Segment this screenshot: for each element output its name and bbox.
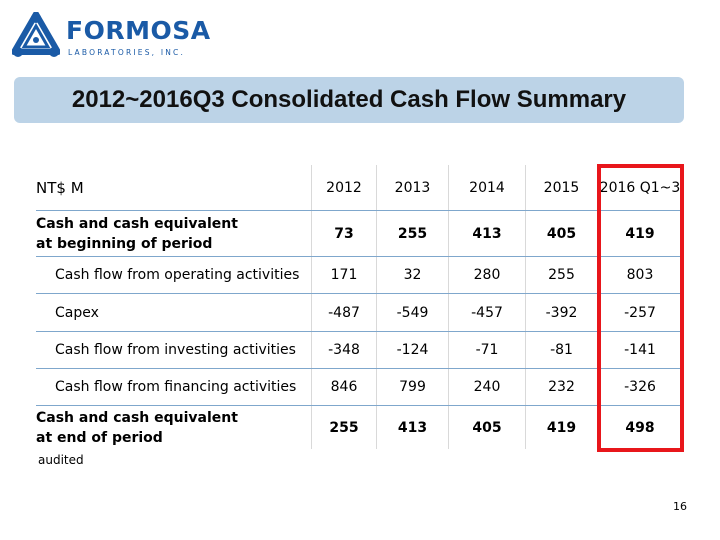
table-cell: -81 [525,332,597,368]
table-cell: 32 [376,257,448,293]
table-cell: 171 [311,257,376,293]
table-row: Capex -487 -549 -457 -392 -257 [36,294,682,332]
row-label: Cash flow from operating activities [36,257,311,293]
logo-subtitle: LABORATORIES, INC. [68,48,186,57]
row-label: Cash flow from financing activities [36,369,311,405]
header-year: 2012 [311,165,376,210]
title-banner: 2012~2016Q3 Consolidated Cash Flow Summa… [14,77,684,123]
table-cell: 803 [597,257,682,293]
header-year: 2014 [448,165,525,210]
header-year: 2016 Q1~3 [597,165,682,210]
table-cell: 405 [448,406,525,449]
header-unit-label: NT$ M [36,165,311,210]
table-cell: 73 [311,211,376,256]
row-label-line: at end of period [36,429,163,446]
audited-note: audited [38,453,84,467]
header-year: 2015 [525,165,597,210]
table-row: Cash flow from financing activities 846 … [36,369,682,406]
table-cell: 419 [525,406,597,449]
row-label: Cash flow from investing activities [36,332,311,368]
row-label: Cash and cash equivalent at end of perio… [36,406,311,449]
table-header-row: NT$ M 2012 2013 2014 2015 2016 Q1~3 [36,165,682,211]
company-logo: FORMOSA LABORATORIES, INC. [12,12,210,60]
table-cell: 799 [376,369,448,405]
table-cell: -549 [376,294,448,331]
table-cell: 255 [376,211,448,256]
table-cell: -348 [311,332,376,368]
row-label: Capex [36,294,311,331]
row-label-line: Cash and cash equivalent [36,409,238,426]
table-cell: -71 [448,332,525,368]
table-cell: 413 [448,211,525,256]
page-number: 16 [673,500,687,513]
table-row: Cash and cash equivalent at beginning of… [36,211,682,257]
table-cell: 280 [448,257,525,293]
table-cell: -487 [311,294,376,331]
row-label: Cash and cash equivalent at beginning of… [36,211,311,256]
table-cell: 846 [311,369,376,405]
header-year: 2013 [376,165,448,210]
formosa-triangle-logo-icon [12,12,60,57]
table-cell: -141 [597,332,682,368]
table-cell: 419 [597,211,682,256]
table-row: Cash flow from operating activities 171 … [36,257,682,294]
table-cell: 255 [525,257,597,293]
table-cell: -392 [525,294,597,331]
table-row: Cash and cash equivalent at end of perio… [36,406,682,449]
table-cell: 255 [311,406,376,449]
table-cell: -457 [448,294,525,331]
page-title: 2012~2016Q3 Consolidated Cash Flow Summa… [71,86,627,113]
table-row: Cash flow from investing activities -348… [36,332,682,369]
table-cell: 498 [597,406,682,449]
logo-wordmark: FORMOSA [66,16,211,45]
table-cell: 232 [525,369,597,405]
row-label-line: at beginning of period [36,235,213,252]
table-cell: 405 [525,211,597,256]
table-cell: -257 [597,294,682,331]
table-cell: -326 [597,369,682,405]
table-cell: 413 [376,406,448,449]
row-label-line: Cash and cash equivalent [36,215,238,232]
table-cell: -124 [376,332,448,368]
table-cell: 240 [448,369,525,405]
